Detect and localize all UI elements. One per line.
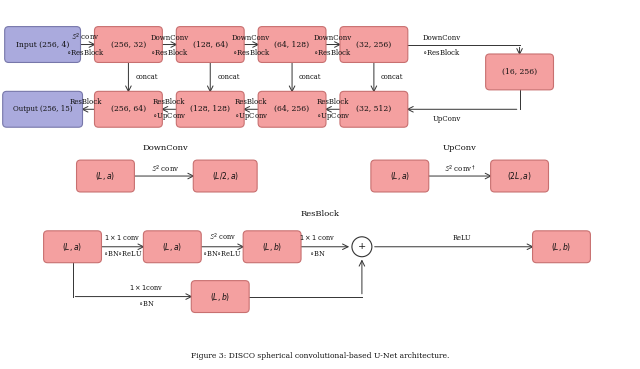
- Text: (16, 256): (16, 256): [502, 68, 537, 76]
- FancyBboxPatch shape: [95, 92, 163, 127]
- Text: DownConv: DownConv: [314, 34, 352, 42]
- Text: DownConv: DownConv: [422, 34, 461, 42]
- FancyBboxPatch shape: [176, 27, 244, 62]
- Text: $(2L, a)$: $(2L, a)$: [507, 170, 532, 182]
- Text: Output (256, 15): Output (256, 15): [13, 105, 72, 113]
- Text: $\circ$BN$\circ$ReLU: $\circ$BN$\circ$ReLU: [102, 249, 142, 258]
- Text: $\circ$ResBlock: $\circ$ResBlock: [314, 46, 353, 56]
- Text: $\mathbb{S}^2$ conv: $\mathbb{S}^2$ conv: [209, 232, 236, 244]
- Text: $\circ$UpConv: $\circ$UpConv: [234, 111, 269, 122]
- FancyBboxPatch shape: [3, 92, 83, 127]
- FancyBboxPatch shape: [193, 160, 257, 192]
- Text: (64, 256): (64, 256): [275, 105, 310, 113]
- Text: $(L, b)$: $(L, b)$: [210, 290, 230, 303]
- Text: $\circ$BN: $\circ$BN: [308, 249, 325, 258]
- FancyBboxPatch shape: [491, 160, 548, 192]
- FancyBboxPatch shape: [340, 92, 408, 127]
- Text: DownConv: DownConv: [232, 34, 270, 42]
- Text: UpConv: UpConv: [443, 144, 477, 152]
- Text: concat: concat: [299, 73, 321, 81]
- Text: (64, 128): (64, 128): [275, 41, 310, 49]
- Text: Input (256, 4): Input (256, 4): [16, 41, 69, 49]
- Text: $\circ$ResBlock: $\circ$ResBlock: [232, 46, 271, 56]
- FancyBboxPatch shape: [243, 231, 301, 263]
- Text: ResBlock: ResBlock: [153, 98, 186, 106]
- FancyBboxPatch shape: [532, 231, 591, 263]
- Text: $(L, b)$: $(L, b)$: [551, 241, 572, 253]
- Text: Figure 3: DISCO spherical convolutional-based U-Net architecture.: Figure 3: DISCO spherical convolutional-…: [191, 352, 449, 361]
- Text: concat: concat: [381, 73, 403, 81]
- Text: ResBlock: ResBlock: [301, 210, 339, 218]
- FancyBboxPatch shape: [486, 54, 554, 90]
- FancyBboxPatch shape: [371, 160, 429, 192]
- Text: $(L, a)$: $(L, a)$: [163, 241, 182, 253]
- Text: concat: concat: [217, 73, 240, 81]
- FancyBboxPatch shape: [258, 27, 326, 62]
- Text: $\circ$ResBlock: $\circ$ResBlock: [150, 46, 189, 56]
- Text: $1\times 1$conv: $1\times 1$conv: [129, 283, 163, 292]
- Text: (256, 32): (256, 32): [111, 41, 146, 49]
- Text: $\circ$BN: $\circ$BN: [138, 299, 155, 308]
- FancyBboxPatch shape: [4, 27, 81, 62]
- Text: $(L, a)$: $(L, a)$: [95, 170, 116, 182]
- FancyBboxPatch shape: [143, 231, 201, 263]
- Text: concat: concat: [136, 73, 158, 81]
- Text: ResBlock: ResBlock: [235, 98, 268, 106]
- Text: ReLU: ReLU: [452, 234, 471, 242]
- Text: UpConv: UpConv: [433, 115, 461, 123]
- Text: $\circ$ResBlock: $\circ$ResBlock: [66, 46, 105, 56]
- FancyBboxPatch shape: [258, 92, 326, 127]
- Text: $\circ$UpConv: $\circ$UpConv: [316, 111, 350, 122]
- FancyBboxPatch shape: [191, 281, 249, 313]
- Text: $\mathbb{S}^2$ conv: $\mathbb{S}^2$ conv: [151, 163, 180, 175]
- FancyBboxPatch shape: [176, 92, 244, 127]
- Text: (32, 256): (32, 256): [356, 41, 392, 49]
- Text: $\circ$ResBlock: $\circ$ResBlock: [422, 46, 461, 56]
- Text: $\mathbb{S}^2$ conv$^\dagger$: $\mathbb{S}^2$ conv$^\dagger$: [444, 163, 476, 175]
- Text: (128, 64): (128, 64): [193, 41, 228, 49]
- Text: $(L/2, a)$: $(L/2, a)$: [212, 170, 239, 182]
- FancyBboxPatch shape: [95, 27, 163, 62]
- Text: $\mathbb{S}^2$ conv: $\mathbb{S}^2$ conv: [71, 32, 100, 43]
- Text: $1\times 1$ conv: $1\times 1$ conv: [104, 233, 141, 242]
- Text: +: +: [358, 242, 366, 251]
- Text: (32, 512): (32, 512): [356, 105, 392, 113]
- Text: (128, 128): (128, 128): [190, 105, 230, 113]
- Text: ResBlock: ResBlock: [69, 98, 102, 106]
- Text: DownConv: DownConv: [150, 34, 188, 42]
- Text: $(L, b)$: $(L, b)$: [262, 241, 282, 253]
- Text: $\circ$UpConv: $\circ$UpConv: [152, 111, 187, 122]
- Text: $(L, a)$: $(L, a)$: [390, 170, 410, 182]
- Text: (256, 64): (256, 64): [111, 105, 146, 113]
- Text: $1\times 1$ conv: $1\times 1$ conv: [299, 233, 335, 242]
- FancyBboxPatch shape: [340, 27, 408, 62]
- Text: $(L, a)$: $(L, a)$: [63, 241, 83, 253]
- Text: ResBlock: ResBlock: [317, 98, 349, 106]
- Text: DownConv: DownConv: [143, 144, 188, 152]
- Text: $\circ$BN$\circ$ReLU: $\circ$BN$\circ$ReLU: [202, 249, 242, 258]
- FancyBboxPatch shape: [44, 231, 102, 263]
- FancyBboxPatch shape: [77, 160, 134, 192]
